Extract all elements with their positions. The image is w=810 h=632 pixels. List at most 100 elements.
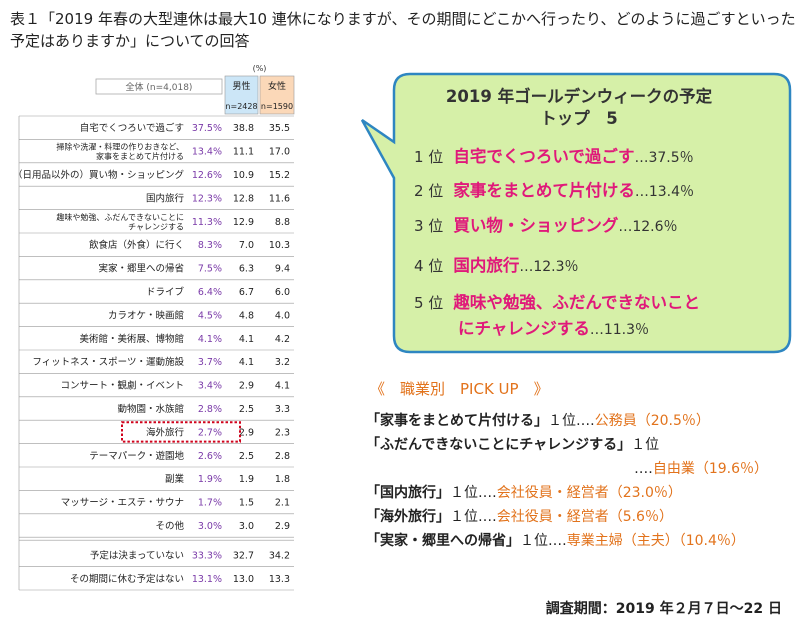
pickup-line: 「ふだんできないことにチャレンジする」１位 bbox=[366, 433, 806, 457]
row-male-value: 4.1 bbox=[239, 357, 254, 368]
row-female-value: 1.8 bbox=[275, 474, 290, 485]
row-label: 国内旅行 bbox=[146, 192, 185, 204]
row-total-value: 8.3% bbox=[198, 240, 222, 251]
pickup-question: 「ふだんできないことにチャレンジする」 bbox=[366, 437, 632, 453]
pickup-job: 公務員（20.5％） bbox=[594, 413, 710, 429]
pickup-rank: １位‥‥ bbox=[450, 485, 497, 501]
rank-pos: 4 位 bbox=[414, 257, 444, 275]
row-female-value: 4.2 bbox=[275, 334, 290, 345]
callout-title-line2: トップ 5 bbox=[540, 109, 618, 128]
row-total-value: 13.1% bbox=[192, 574, 222, 585]
row-male-value: 11.1 bbox=[233, 147, 254, 158]
pickup-heading: 《 職業別 PICK UP 》 bbox=[370, 380, 549, 398]
row-male-value: 2.5 bbox=[239, 451, 254, 462]
row-male-value: 1.9 bbox=[239, 474, 254, 485]
pickup-job: 専業主婦（主夫）（10.4％） bbox=[566, 533, 745, 549]
row-male-value: 4.8 bbox=[239, 310, 254, 321]
row-female-value: 17.0 bbox=[269, 147, 290, 158]
row-female-value: 15.2 bbox=[269, 170, 290, 181]
row-total-value: 12.3% bbox=[192, 193, 222, 204]
row-female-value: 3.3 bbox=[275, 404, 290, 415]
female-header-label: 女性 bbox=[268, 80, 286, 92]
male-header-label: 男性 bbox=[232, 80, 250, 92]
pickup-question: 「家事をまとめて片付ける」 bbox=[366, 413, 548, 429]
pickup-line: ‥‥自由業（19.6％） bbox=[366, 457, 806, 481]
row-total-value: 2.6% bbox=[198, 451, 222, 462]
row-label: その他 bbox=[155, 520, 184, 532]
row-label: 海外旅行 bbox=[146, 426, 185, 438]
row-male-value: 7.0 bbox=[239, 240, 254, 251]
male-header-cell bbox=[224, 75, 259, 115]
row-female-value: 2.8 bbox=[275, 451, 290, 462]
row-total-value: 4.1% bbox=[198, 334, 222, 345]
row-female-value: 2.9 bbox=[275, 521, 290, 532]
page-title: 表１「2019 年春の大型連休は最大10 連休になりますが、その期間にどこかへ行… bbox=[10, 10, 796, 50]
highlight-box bbox=[121, 421, 241, 443]
rank-4: 4 位国内旅行…12.3％ bbox=[414, 253, 578, 280]
row-male-value: 38.8 bbox=[233, 123, 254, 134]
rank-name: 家事をまとめて片付ける bbox=[453, 181, 635, 200]
row-total-value: 6.4% bbox=[198, 287, 222, 298]
callout-bubble bbox=[360, 72, 792, 354]
male-n-label: n=2428 bbox=[225, 102, 257, 111]
row-female-value: 3.2 bbox=[275, 357, 290, 368]
row-label: 掃除や洗濯・料理の作りおきなど、 bbox=[56, 142, 184, 152]
row-male-value: 10.9 bbox=[233, 170, 254, 181]
row-total-value: 3.0% bbox=[198, 521, 222, 532]
pickup-line: 「家事をまとめて片付ける」１位‥‥公務員（20.5％） bbox=[366, 409, 806, 433]
row-female-value: 8.8 bbox=[275, 217, 290, 228]
row-label: 自宅でくつろいで過ごす bbox=[80, 122, 184, 134]
rank-pct: …11.3％ bbox=[589, 322, 650, 338]
rank-pct: …13.4％ bbox=[634, 184, 694, 200]
row-male-value: 32.7 bbox=[233, 550, 254, 561]
row-total-value: 2.8% bbox=[198, 404, 222, 415]
row-label: 副業 bbox=[165, 473, 185, 485]
row-label: 動物園・水族館 bbox=[117, 403, 184, 415]
row-label: 予定は決まっていない bbox=[90, 549, 184, 561]
row-female-value: 34.2 bbox=[269, 550, 290, 561]
row-female-value: 35.5 bbox=[269, 123, 290, 134]
row-label: フィットネス・スポーツ・運動施設 bbox=[32, 356, 184, 368]
rank-5-cont: にチャレンジする…11.3％ bbox=[458, 316, 649, 343]
row-female-value: 9.4 bbox=[275, 264, 290, 275]
callout-bubble-shape bbox=[360, 72, 792, 354]
row-label: チャレンジする bbox=[128, 222, 184, 231]
row-male-value: 1.5 bbox=[239, 498, 254, 509]
row-label: （日用品以外の）買い物・ショッピング bbox=[18, 169, 184, 181]
pickup-line: 「実家・郷里への帰省」１位‥‥専業主婦（主夫）（10.4％） bbox=[366, 529, 806, 553]
row-male-value: 13.0 bbox=[233, 574, 254, 585]
unit-label: (%) bbox=[253, 64, 267, 73]
callout-title-line1: 2019 年ゴールデンウィークの予定 bbox=[445, 87, 713, 106]
row-female-value: 2.1 bbox=[275, 498, 290, 509]
row-label: カラオケ・映画館 bbox=[108, 309, 184, 321]
pickup-rank: １位‥‥ bbox=[548, 413, 595, 429]
pickup-question: 「国内旅行」 bbox=[366, 485, 450, 501]
rank-1: 1 位自宅でくつろいで過ごす…37.5％ bbox=[414, 144, 694, 171]
row-male-value: 2.9 bbox=[239, 427, 254, 438]
row-female-value: 6.0 bbox=[275, 287, 290, 298]
row-female-value: 13.3 bbox=[269, 574, 290, 585]
row-female-value: 11.6 bbox=[269, 193, 290, 204]
row-total-value: 12.6% bbox=[192, 170, 222, 181]
pickup-line: 「国内旅行」１位‥‥会社役員・経営者（23.0％） bbox=[366, 481, 806, 505]
pickup-job: 会社役員・経営者（5.6％） bbox=[496, 509, 673, 525]
row-male-value: 12.8 bbox=[233, 193, 254, 204]
row-total-value: 33.3% bbox=[192, 550, 222, 561]
row-label: ドライブ bbox=[146, 286, 185, 298]
pickup-rank: １位‥‥ bbox=[520, 533, 567, 549]
row-female-value: 10.3 bbox=[269, 240, 290, 251]
row-total-value: 7.5% bbox=[198, 264, 222, 275]
pickup-question: 「実家・郷里への帰省」 bbox=[366, 533, 520, 549]
results-table: (%) 全体 (n=4,018) 男性 n=2428 女性 n=1590 自宅でくつろいで過… bbox=[18, 64, 312, 610]
row-male-value: 6.3 bbox=[239, 264, 254, 275]
row-male-value: 6.7 bbox=[239, 287, 254, 298]
pickup-rank: １位 bbox=[631, 437, 660, 453]
rank-name: 買い物・ショッピング bbox=[453, 216, 619, 235]
pickup-line: 「海外旅行」１位‥‥会社役員・経営者（5.6％） bbox=[366, 505, 806, 529]
row-label: 飲食店（外食）に行く bbox=[89, 239, 184, 251]
row-total-value: 37.5% bbox=[192, 123, 222, 134]
row-female-value: 2.3 bbox=[275, 427, 290, 438]
rank-name: 国内旅行 bbox=[453, 256, 520, 275]
pickup-rank: １位‥‥ bbox=[450, 509, 497, 525]
pickup-question: 「海外旅行」 bbox=[366, 509, 450, 525]
